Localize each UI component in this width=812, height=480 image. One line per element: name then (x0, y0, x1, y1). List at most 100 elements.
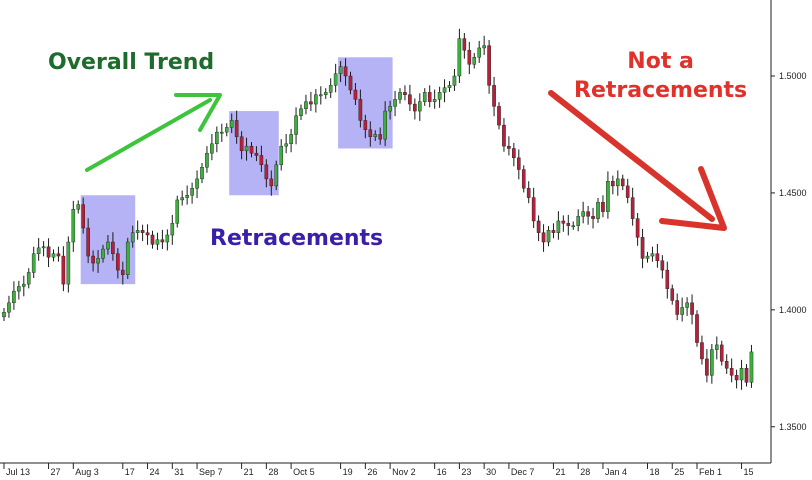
candle-body (477, 47, 482, 58)
candle-body (71, 209, 76, 243)
candle (650, 246, 655, 262)
candle-body (111, 241, 115, 254)
candle (442, 79, 447, 103)
candle (571, 221, 576, 230)
candle-body (96, 258, 100, 264)
candle-body (363, 120, 368, 130)
candle (447, 81, 452, 92)
candle (576, 209, 580, 232)
candle-body (581, 211, 585, 217)
candle (670, 284, 675, 305)
time-tick-label: 16 (437, 467, 447, 477)
time-tick-label: 26 (367, 467, 377, 477)
candle (175, 195, 180, 228)
candle (249, 141, 254, 158)
candle (561, 215, 566, 232)
candle (160, 229, 165, 250)
candle-body (215, 131, 219, 145)
candle-body (254, 152, 259, 156)
candle (170, 214, 175, 245)
candle-body (680, 307, 684, 315)
candle-body (482, 45, 486, 49)
candle-body (328, 85, 333, 93)
candle (66, 236, 71, 293)
candle-body (155, 239, 160, 245)
candle-body (368, 129, 373, 137)
candle (596, 198, 600, 223)
candle-body (403, 92, 407, 95)
candle (685, 297, 689, 316)
candle-body (61, 255, 66, 285)
candle (457, 28, 462, 84)
candle-body (12, 290, 16, 304)
candle (710, 343, 714, 384)
candle-body (338, 66, 343, 74)
candle (309, 91, 313, 112)
candle (140, 224, 145, 242)
candle-body (219, 131, 224, 134)
candle-body (383, 110, 387, 140)
time-tick-label: 28 (580, 467, 590, 477)
candle (314, 89, 318, 113)
candle-body (244, 145, 249, 152)
candle-body (596, 202, 600, 219)
candle-body (140, 230, 145, 233)
candle (294, 107, 298, 145)
candle-body (51, 253, 56, 258)
candle-body (393, 99, 397, 107)
candle (135, 220, 140, 240)
candle (17, 280, 21, 300)
time-axis-ticks: Jul 13 27 Aug 3 17 24 31 Sep 7 21 28 Oct 5 19 26 Nov… (3, 463, 754, 477)
candle-body (645, 255, 650, 259)
candle-body (86, 227, 90, 257)
candle-body (556, 220, 561, 233)
candle (581, 201, 585, 224)
candle (502, 118, 506, 152)
candle-body (655, 253, 660, 261)
time-tick-label: 19 (343, 467, 353, 477)
candle-body (91, 255, 95, 264)
candle (586, 206, 590, 225)
candle-body (462, 38, 467, 51)
candle-body (150, 234, 155, 245)
candle (51, 249, 56, 262)
candle-body (635, 218, 640, 238)
candle-body (106, 241, 110, 250)
candle (210, 133, 214, 161)
time-tick-label: Sep 7 (199, 467, 223, 477)
overall-trend-label: Overall Trend (48, 50, 215, 75)
candle-body (670, 288, 675, 301)
candle (200, 162, 204, 184)
candle-body (685, 302, 689, 308)
candle (551, 223, 556, 239)
candle (120, 261, 125, 285)
candle (418, 93, 422, 121)
candle-body (413, 103, 417, 112)
candle-body (715, 344, 719, 350)
price-tick-label: 1.5000 (779, 71, 807, 81)
candle (328, 78, 333, 98)
candle (566, 214, 571, 236)
candle (76, 200, 81, 214)
candle (744, 364, 749, 387)
candle (497, 102, 501, 130)
candle (2, 307, 6, 322)
candle-body (180, 197, 185, 201)
candle (452, 68, 457, 91)
candle (56, 246, 61, 262)
candle-body (269, 178, 274, 187)
candle (546, 226, 551, 247)
candle (536, 215, 541, 242)
candle (611, 175, 615, 195)
candle-body (457, 38, 462, 77)
candle (665, 261, 670, 299)
candle (413, 98, 417, 120)
candle (234, 110, 239, 144)
candle (655, 243, 660, 268)
candle-body (348, 75, 353, 91)
candle (165, 229, 170, 251)
candle (531, 187, 536, 228)
candle-body (467, 50, 472, 65)
time-tick-label: 18 (650, 467, 660, 477)
